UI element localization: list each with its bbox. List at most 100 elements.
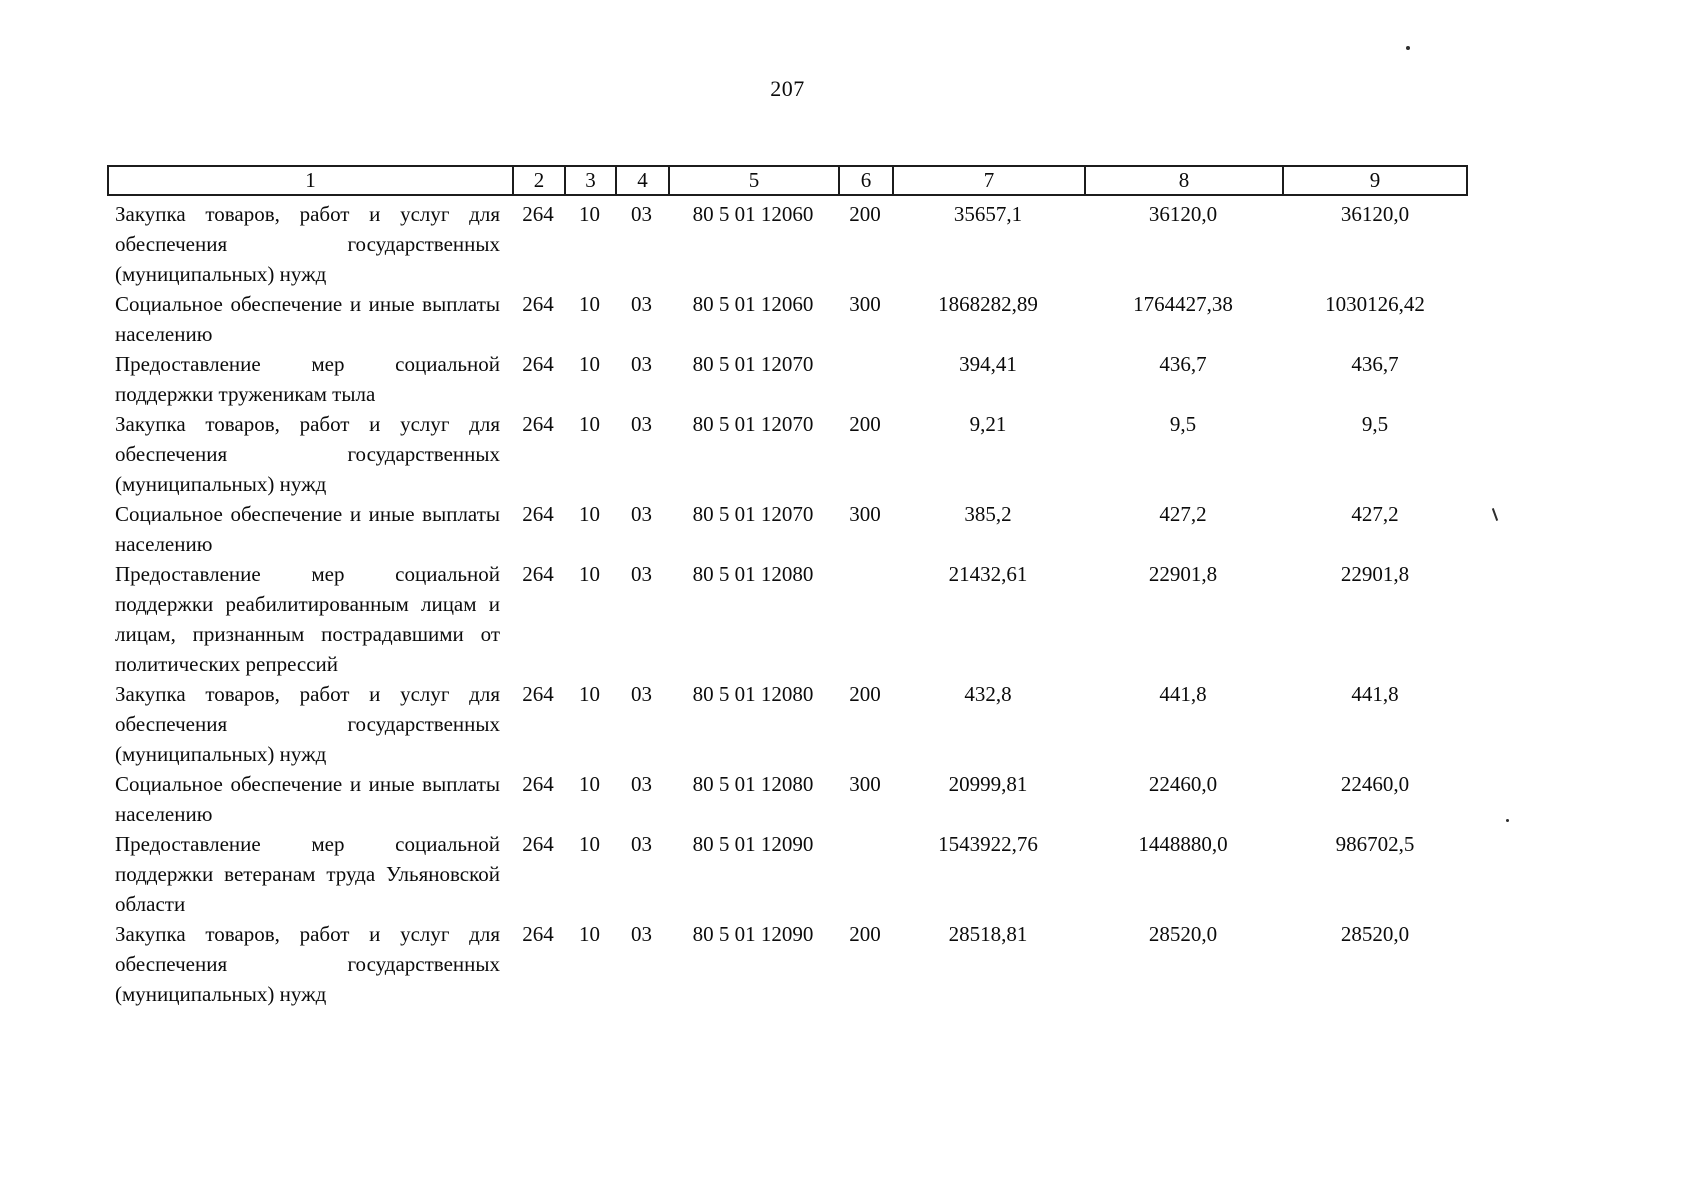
row-cell-4: 03 [631,772,652,796]
row-cell-4: 03 [631,352,652,376]
header-cell-3: 3 [564,167,615,194]
row-name-cell: Предоставление мер социальной поддержки … [115,352,500,406]
row-cell-9: 986702,5 [1335,832,1415,856]
row-cell-9: 441,8 [1351,682,1399,706]
row-cell-7: 1868282,89 [938,292,1038,316]
row-cell-2: 264 [522,412,554,436]
header-cell-5: 5 [668,167,838,194]
row-cell-5: 80 5 01 12090 [692,832,814,856]
row-cell-6: 200 [849,922,881,946]
table-row: Предоставление мер социальной поддержки … [107,559,1468,679]
header-cell-9: 9 [1282,167,1468,194]
row-cell-2: 264 [522,502,554,526]
table-row: Закупка товаров, работ и услуг для обесп… [107,199,1468,289]
page-number: 207 [770,76,805,101]
row-cell-7: 35657,1 [953,202,1023,226]
row-cell-9: 436,7 [1351,352,1399,376]
header-cell-7: 7 [892,167,1084,194]
row-cell-6: 300 [849,292,881,316]
row-cell-7: 21432,61 [948,562,1028,586]
header-cell-8: 8 [1084,167,1282,194]
row-cell-2: 264 [522,682,554,706]
row-cell-3: 10 [579,772,600,796]
row-cell-3: 10 [579,922,600,946]
row-cell-3: 10 [579,832,600,856]
row-cell-6: 200 [849,202,881,226]
row-cell-4: 03 [631,562,652,586]
row-cell-7: 1543922,76 [938,832,1038,856]
row-cell-7: 28518,81 [948,922,1028,946]
row-cell-8: 1448880,0 [1138,832,1228,856]
header-cell-6: 6 [838,167,892,194]
row-cell-5: 80 5 01 12070 [692,352,814,376]
row-cell-5: 80 5 01 12080 [692,772,814,796]
row-cell-2: 264 [522,562,554,586]
row-cell-6: 300 [849,502,881,526]
row-cell-8: 28520,0 [1148,922,1218,946]
table-header-row: 1 2 3 4 5 6 7 8 9 [107,165,1468,196]
row-cell-5: 80 5 01 12070 [692,412,814,436]
row-cell-4: 03 [631,412,652,436]
row-cell-2: 264 [522,352,554,376]
row-cell-2: 264 [522,922,554,946]
scan-artifact-dot-top [1406,46,1410,50]
row-name-cell: Социальное обеспечение и иные выплаты на… [115,502,500,556]
row-name-cell: Закупка товаров, работ и услуг для обесп… [115,202,500,286]
row-cell-4: 03 [631,682,652,706]
row-cell-5: 80 5 01 12090 [692,922,814,946]
row-name-cell: Закупка товаров, работ и услуг для обесп… [115,922,500,1006]
row-cell-9: 36120,0 [1340,202,1410,226]
row-cell-3: 10 [579,502,600,526]
row-cell-8: 436,7 [1159,352,1207,376]
row-cell-9: 22460,0 [1340,772,1410,796]
table-row: Социальное обеспечение и иные выплаты на… [107,769,1468,829]
row-cell-9: 22901,8 [1340,562,1410,586]
row-cell-2: 264 [522,832,554,856]
row-name-cell: Социальное обеспечение и иные выплаты на… [115,292,500,346]
scan-artifact-dot-right [1506,819,1509,822]
row-cell-6: 300 [849,772,881,796]
table-row: Закупка товаров, работ и услуг для обесп… [107,409,1468,499]
header-cell-2: 2 [512,167,564,194]
header-cell-4: 4 [615,167,668,194]
row-name-cell: Закупка товаров, работ и услуг для обесп… [115,412,500,496]
row-cell-2: 264 [522,772,554,796]
table-row: Предоставление мер социальной поддержки … [107,829,1468,919]
row-cell-4: 03 [631,202,652,226]
row-cell-6: 200 [849,412,881,436]
row-cell-7: 9,21 [969,412,1007,436]
row-cell-6: 200 [849,682,881,706]
row-cell-8: 1764427,38 [1133,292,1233,316]
row-cell-2: 264 [522,202,554,226]
row-cell-5: 80 5 01 12070 [692,502,814,526]
row-name-cell: Закупка товаров, работ и услуг для обесп… [115,682,500,766]
row-cell-7: 385,2 [964,502,1012,526]
table-row: Предоставление мер социальной поддержки … [107,349,1468,409]
scan-artifact-slash [1491,508,1499,521]
row-cell-3: 10 [579,292,600,316]
row-cell-2: 264 [522,292,554,316]
table-row: Социальное обеспечение и иные выплаты на… [107,289,1468,349]
row-cell-3: 10 [579,352,600,376]
row-cell-4: 03 [631,502,652,526]
table-row: Закупка товаров, работ и услуг для обесп… [107,679,1468,769]
row-cell-7: 432,8 [964,682,1012,706]
row-cell-8: 22460,0 [1148,772,1218,796]
row-cell-9: 1030126,42 [1325,292,1425,316]
row-cell-5: 80 5 01 12080 [692,562,814,586]
row-cell-3: 10 [579,682,600,706]
row-cell-9: 28520,0 [1340,922,1410,946]
row-cell-3: 10 [579,202,600,226]
budget-table-body: Закупка товаров, работ и услуг для обесп… [107,196,1468,1009]
row-cell-9: 427,2 [1351,502,1399,526]
row-cell-7: 394,41 [959,352,1017,376]
row-cell-4: 03 [631,292,652,316]
row-cell-8: 36120,0 [1148,202,1218,226]
row-cell-5: 80 5 01 12060 [692,292,814,316]
row-name-cell: Социальное обеспечение и иные выплаты на… [115,772,500,826]
row-cell-5: 80 5 01 12060 [692,202,814,226]
row-cell-5: 80 5 01 12080 [692,682,814,706]
row-cell-8: 9,5 [1169,412,1197,436]
row-cell-8: 427,2 [1159,502,1207,526]
row-cell-9: 9,5 [1361,412,1389,436]
